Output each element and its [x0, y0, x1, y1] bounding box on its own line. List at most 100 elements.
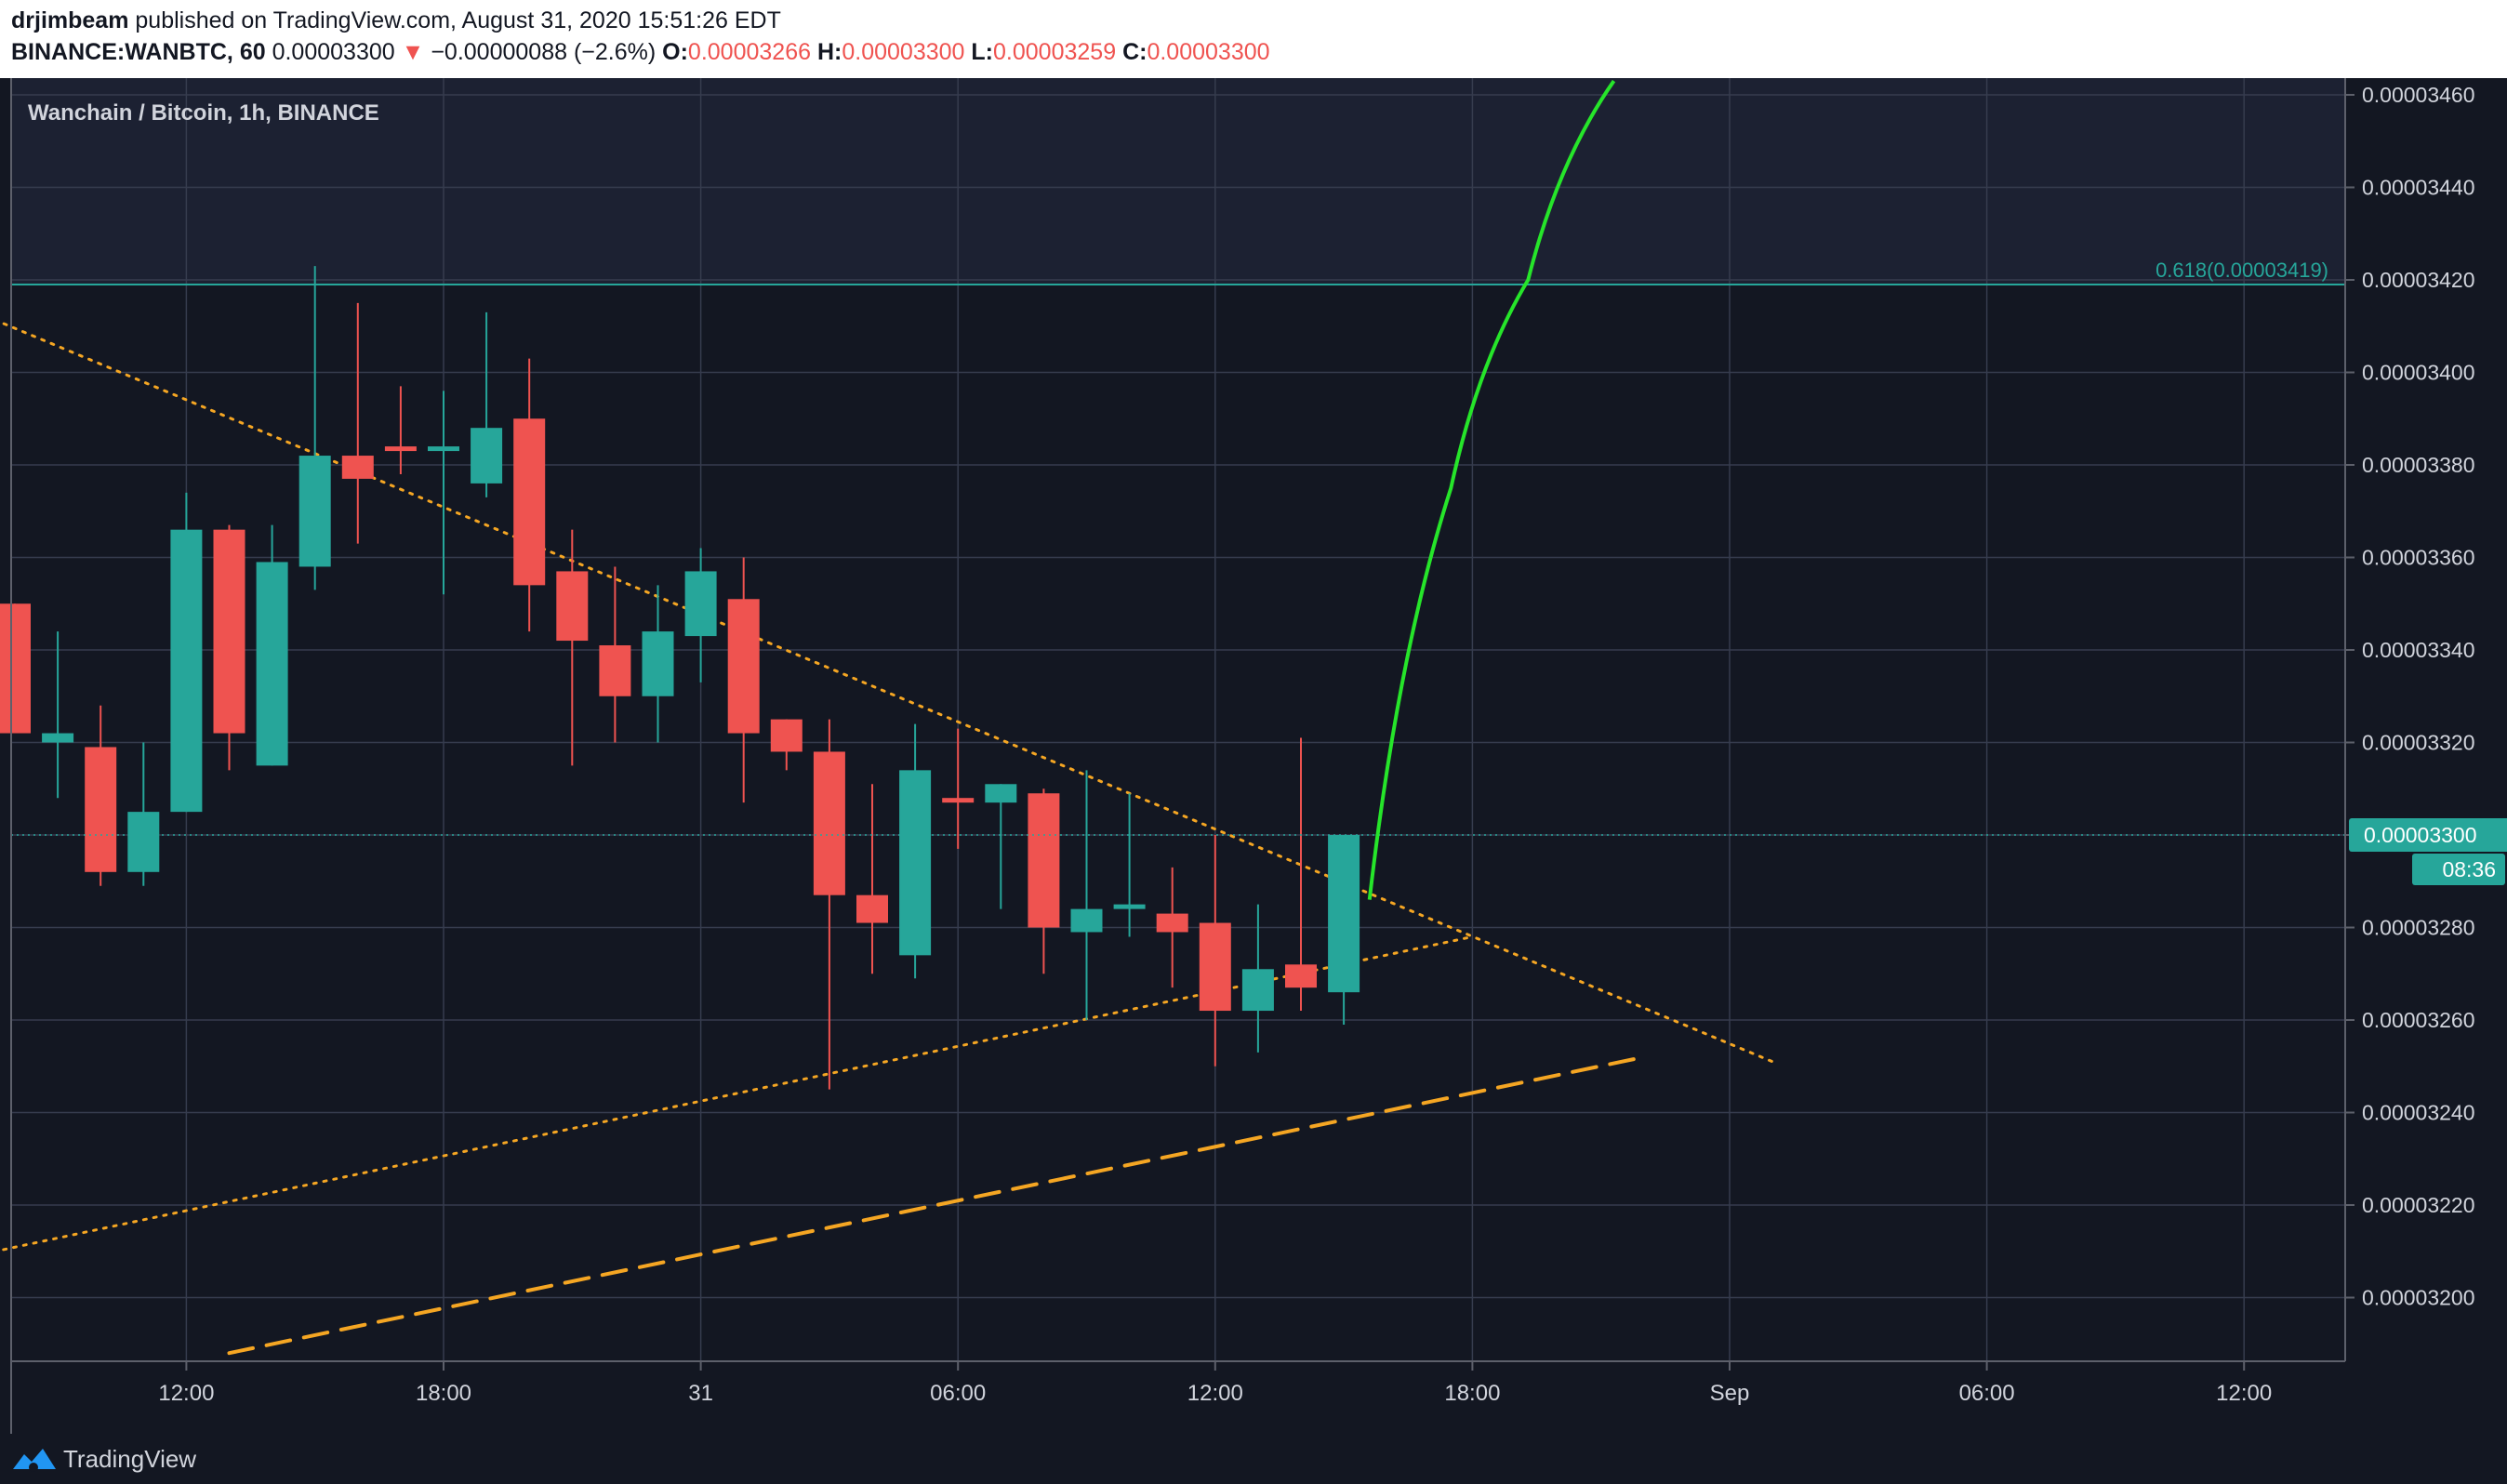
candle-down	[813, 719, 845, 1090]
candle-up	[985, 784, 1017, 909]
tradingview-brand[interactable]: TradingView	[63, 1445, 197, 1473]
close-label: C:	[1122, 39, 1147, 65]
candle-down	[1156, 867, 1188, 988]
open-value: 0.00003266	[687, 39, 812, 65]
published-text: published on TradingView.com, August 31,…	[135, 7, 781, 33]
price-tick-label: 0.00003260	[2362, 1008, 2475, 1032]
candle-up	[642, 585, 674, 743]
time-axis[interactable]: 12:00 18:00 31 06:00 12:00 18:00 Sep 06:00 12:00	[158, 1361, 2272, 1406]
candle-down	[856, 784, 888, 974]
time-tick-label: 06:00	[930, 1381, 986, 1406]
time-tick-label: 12:00	[2216, 1381, 2272, 1406]
candle-body	[513, 418, 546, 586]
chart-area[interactable]: 0.618(0.00003419) Wanchain / Bitcoin, 1h…	[0, 78, 2507, 1434]
candle-body	[298, 456, 331, 567]
candle-up	[471, 311, 503, 497]
candle-body	[1328, 835, 1360, 993]
candle-body	[856, 894, 888, 923]
candle-down	[727, 557, 760, 803]
price-tick-label: 0.00003240	[2362, 1101, 2475, 1125]
trendlines[interactable]	[0, 257, 1774, 1356]
candle-body	[599, 645, 631, 696]
candle-down	[513, 358, 546, 632]
current-price-value: 0.00003300	[2364, 823, 2477, 847]
price-tick-label: 0.00003460	[2362, 83, 2475, 107]
candle-up	[170, 492, 203, 813]
candle-up	[256, 524, 288, 766]
price-tick-label: 0.00003320	[2362, 731, 2475, 755]
price-tick-label: 0.00003380	[2362, 453, 2475, 477]
candle-down	[770, 719, 803, 771]
countdown-value: 08:36	[2442, 857, 2496, 881]
projection-curve[interactable]	[1367, 79, 1616, 900]
high-label: H:	[816, 39, 842, 65]
trendline-dotted[interactable]	[0, 934, 1474, 1283]
current-price-badge	[2349, 818, 2507, 852]
price-tick-label: 0.00003340	[2362, 638, 2475, 662]
candle-body	[384, 446, 417, 452]
candle-body	[684, 571, 717, 637]
candle-up	[899, 723, 932, 979]
footer: TradingView	[0, 1434, 2507, 1484]
down-arrow-icon: ▼	[401, 39, 425, 65]
candles	[0, 266, 1360, 1090]
price-tick-label: 0.00003400	[2362, 361, 2475, 385]
candle-body	[1156, 913, 1188, 933]
candle-body	[1070, 908, 1103, 933]
time-tick-label: 12:00	[1187, 1381, 1243, 1406]
candle-up	[1113, 793, 1146, 937]
symbol-interval: BINANCE:WANBTC, 60	[11, 39, 266, 65]
candle-down	[341, 302, 374, 544]
candle-up	[684, 548, 717, 682]
symbol-info: BINANCE:WANBTC, 60 0.00003300 ▼ −0.00000…	[11, 39, 1270, 66]
candle-body	[642, 631, 674, 696]
price-tick-label: 0.00003420	[2362, 268, 2475, 292]
candle-down	[942, 728, 975, 849]
candle-body	[942, 798, 975, 803]
time-tick-label: 18:00	[416, 1381, 471, 1406]
candle-body	[256, 562, 288, 766]
candle-up	[1070, 770, 1103, 1020]
trendline-dashed[interactable]	[227, 1054, 1646, 1356]
candle-body	[471, 428, 503, 484]
time-tick-label: 18:00	[1444, 1381, 1500, 1406]
candle-up	[298, 266, 331, 590]
candle-body	[1113, 904, 1146, 909]
candle-body	[727, 599, 760, 734]
candle-down	[1285, 737, 1317, 1012]
candle-down	[556, 529, 589, 766]
price-tick-label: 0.00003280	[2362, 916, 2475, 940]
last-price: 0.00003300	[272, 39, 395, 65]
high-value: 0.00003300	[842, 39, 965, 65]
candlestick-chart[interactable]: 0.618(0.00003419) Wanchain / Bitcoin, 1h…	[0, 78, 2507, 1434]
price-tick-label: 0.00003220	[2362, 1193, 2475, 1217]
candle-body	[1028, 793, 1060, 928]
candle-down	[1028, 788, 1060, 974]
candle-up	[42, 631, 74, 799]
tradingview-logo-icon[interactable]	[11, 1445, 58, 1473]
candle-body	[213, 529, 245, 734]
candle-body	[428, 446, 459, 452]
candle-body	[0, 603, 31, 734]
time-tick-label: 31	[688, 1381, 713, 1406]
fib-zone-band	[11, 78, 2345, 285]
countdown-badge	[2412, 854, 2505, 885]
candle-up	[127, 742, 160, 886]
candle-down	[599, 566, 631, 743]
candle-body	[899, 770, 932, 956]
fib-618-label: 0.618(0.00003419)	[2155, 258, 2328, 282]
candle-down	[213, 524, 245, 771]
chart-background	[0, 78, 2507, 1434]
candle-down	[85, 705, 117, 886]
publish-info: drjimbeam published on TradingView.com, …	[11, 7, 781, 34]
candle-down	[384, 386, 417, 474]
candle-body	[813, 751, 845, 895]
price-tick-label: 0.00003440	[2362, 176, 2475, 200]
candle-body	[985, 784, 1017, 803]
candle-body	[1241, 969, 1274, 1012]
author-name[interactable]: drjimbeam	[11, 7, 129, 33]
candle-body	[85, 747, 117, 872]
price-tick-label: 0.00003200	[2362, 1286, 2475, 1310]
trendline-dotted[interactable]	[0, 257, 1774, 1064]
time-tick-label: 06:00	[1959, 1381, 2015, 1406]
